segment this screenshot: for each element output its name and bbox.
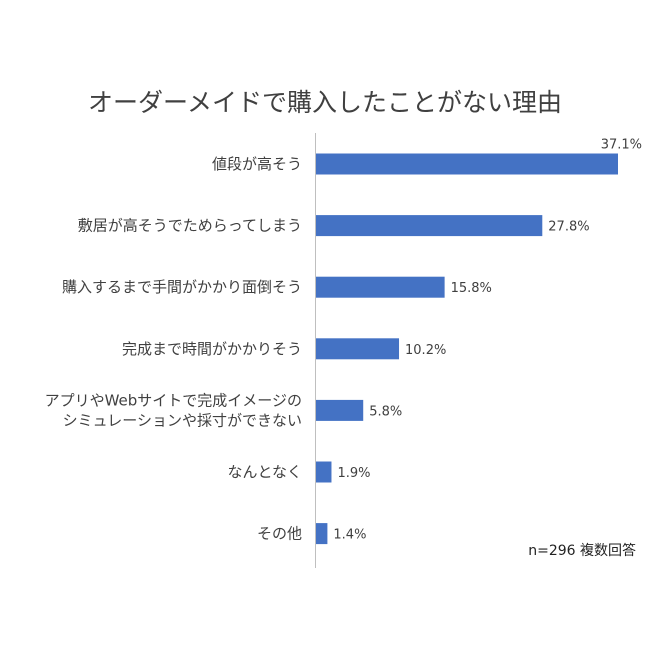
bar (316, 338, 400, 360)
data-label: 1.9% (337, 466, 370, 481)
category-label: 購入するまで手間がかかり面倒そう (62, 278, 302, 296)
category-label: 敷居が高そうでためらってしまう (78, 217, 302, 235)
data-label: 37.1% (601, 138, 642, 153)
category-label: その他 (257, 525, 302, 543)
data-label: 15.8% (451, 281, 492, 296)
bar (316, 215, 543, 237)
bar (316, 399, 364, 421)
category-label: 完成まで時間がかかりそう (122, 340, 302, 358)
bar (316, 153, 618, 175)
category-label: シミュレーションや採寸ができない (63, 411, 302, 429)
bar (316, 523, 328, 545)
category-label: なんとなく (227, 463, 302, 481)
data-label: 5.8% (369, 404, 402, 419)
chart-title: オーダーメイドで購入したことがない理由 (88, 88, 562, 117)
data-label: 1.4% (333, 528, 366, 543)
bar (316, 276, 445, 298)
data-label: 27.8% (548, 220, 589, 235)
bar (316, 461, 332, 483)
category-label: 値段が高そう (212, 155, 302, 173)
bars: 37.1% 値段が高そう 27.8% 敷居が高そうでためらってしまう 15.8% 購入する… (45, 138, 642, 545)
data-label: 10.2% (405, 343, 446, 358)
category-label: アプリやWebサイトで完成イメージの (45, 391, 302, 409)
sample-size-note: n=296 複数回答 (528, 542, 636, 559)
